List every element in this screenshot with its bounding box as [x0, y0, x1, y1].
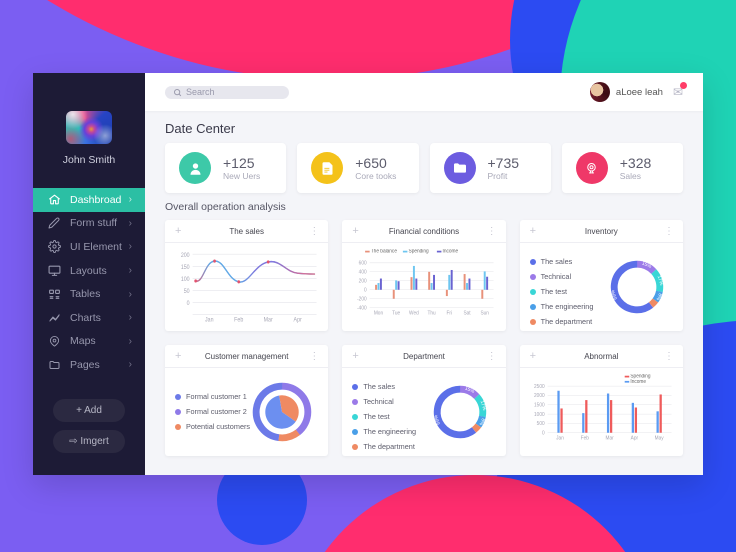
svg-text:Feb: Feb — [234, 317, 243, 323]
svg-text:50: 50 — [184, 289, 190, 295]
svg-text:0: 0 — [187, 301, 190, 307]
svg-text:0: 0 — [542, 430, 545, 436]
svg-text:Apr: Apr — [630, 435, 638, 441]
svg-text:2500: 2500 — [534, 384, 545, 390]
svg-text:150: 150 — [181, 265, 190, 271]
svg-text:Mar: Mar — [605, 435, 613, 441]
svg-text:Tue: Tue — [392, 310, 400, 316]
svg-text:1000: 1000 — [534, 412, 545, 418]
svg-text:Wed: Wed — [409, 310, 419, 316]
svg-text:1500: 1500 — [534, 402, 545, 408]
svg-text:Sat: Sat — [464, 310, 472, 316]
svg-text:Thu: Thu — [428, 310, 436, 316]
svg-text:0: 0 — [364, 287, 367, 293]
svg-text:400: 400 — [359, 269, 367, 275]
svg-text:600: 600 — [359, 260, 367, 266]
svg-text:Fri: Fri — [447, 310, 453, 316]
svg-text:Apr: Apr — [294, 317, 302, 323]
svg-text:200: 200 — [181, 253, 190, 259]
svg-text:Sun: Sun — [481, 310, 490, 316]
svg-text:500: 500 — [536, 421, 544, 427]
svg-text:Income: Income — [630, 379, 646, 385]
svg-text:-400: -400 — [357, 305, 367, 311]
svg-text:Feb: Feb — [580, 435, 588, 441]
svg-text:Jan: Jan — [205, 317, 213, 323]
svg-text:The balance: The balance — [371, 249, 397, 255]
svg-text:May: May — [654, 435, 663, 441]
svg-text:-200: -200 — [357, 296, 367, 302]
svg-text:2000: 2000 — [534, 393, 545, 399]
svg-text:Income: Income — [443, 249, 459, 255]
svg-text:100: 100 — [181, 277, 190, 283]
svg-text:Mar: Mar — [264, 317, 273, 323]
svg-text:200: 200 — [359, 278, 367, 284]
svg-text:Mon: Mon — [374, 310, 383, 316]
svg-text:Jan: Jan — [556, 435, 564, 441]
svg-text:Spending: Spending — [409, 249, 429, 255]
